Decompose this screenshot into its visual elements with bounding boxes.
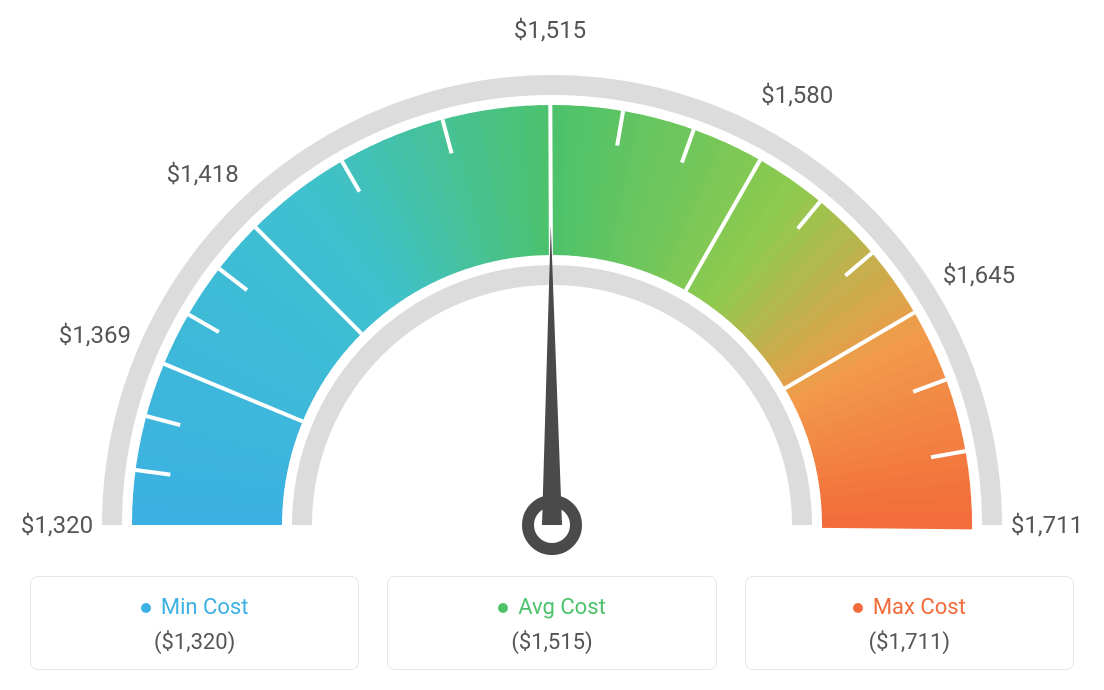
max-cost-label: Max Cost <box>873 595 966 620</box>
max-cost-value: ($1,711) <box>756 630 1063 655</box>
min-cost-value: ($1,320) <box>41 630 348 655</box>
min-cost-card: Min Cost ($1,320) <box>30 576 359 670</box>
max-cost-title: Max Cost <box>853 595 966 620</box>
gauge-tick-label: $1,711 <box>1011 511 1083 539</box>
avg-cost-dot <box>498 603 508 613</box>
max-cost-card: Max Cost ($1,711) <box>745 576 1074 670</box>
gauge-tick-label: $1,320 <box>21 511 93 539</box>
avg-cost-card: Avg Cost ($1,515) <box>387 576 716 670</box>
gauge-tick-label: $1,418 <box>167 160 239 188</box>
gauge-tick-label: $1,515 <box>514 16 586 44</box>
gauge-svg <box>0 0 1104 560</box>
avg-cost-value: ($1,515) <box>398 630 705 655</box>
avg-cost-label: Avg Cost <box>518 595 606 620</box>
gauge-tick-label: $1,369 <box>59 321 131 349</box>
avg-cost-title: Avg Cost <box>498 595 606 620</box>
cost-cards-row: Min Cost ($1,320) Avg Cost ($1,515) Max … <box>0 576 1104 690</box>
min-cost-label: Min Cost <box>161 595 249 620</box>
max-cost-dot <box>853 603 863 613</box>
min-cost-dot <box>141 603 151 613</box>
gauge-tick-label: $1,645 <box>943 261 1015 289</box>
gauge-chart-container: $1,320 $1,369 $1,418 $1,515 $1,580 $1,645 $1,7… <box>0 0 1104 690</box>
min-cost-title: Min Cost <box>141 595 249 620</box>
gauge-area: $1,320 $1,369 $1,418 $1,515 $1,580 $1,645 $1,7… <box>0 0 1104 560</box>
gauge-tick-label: $1,580 <box>761 81 833 109</box>
